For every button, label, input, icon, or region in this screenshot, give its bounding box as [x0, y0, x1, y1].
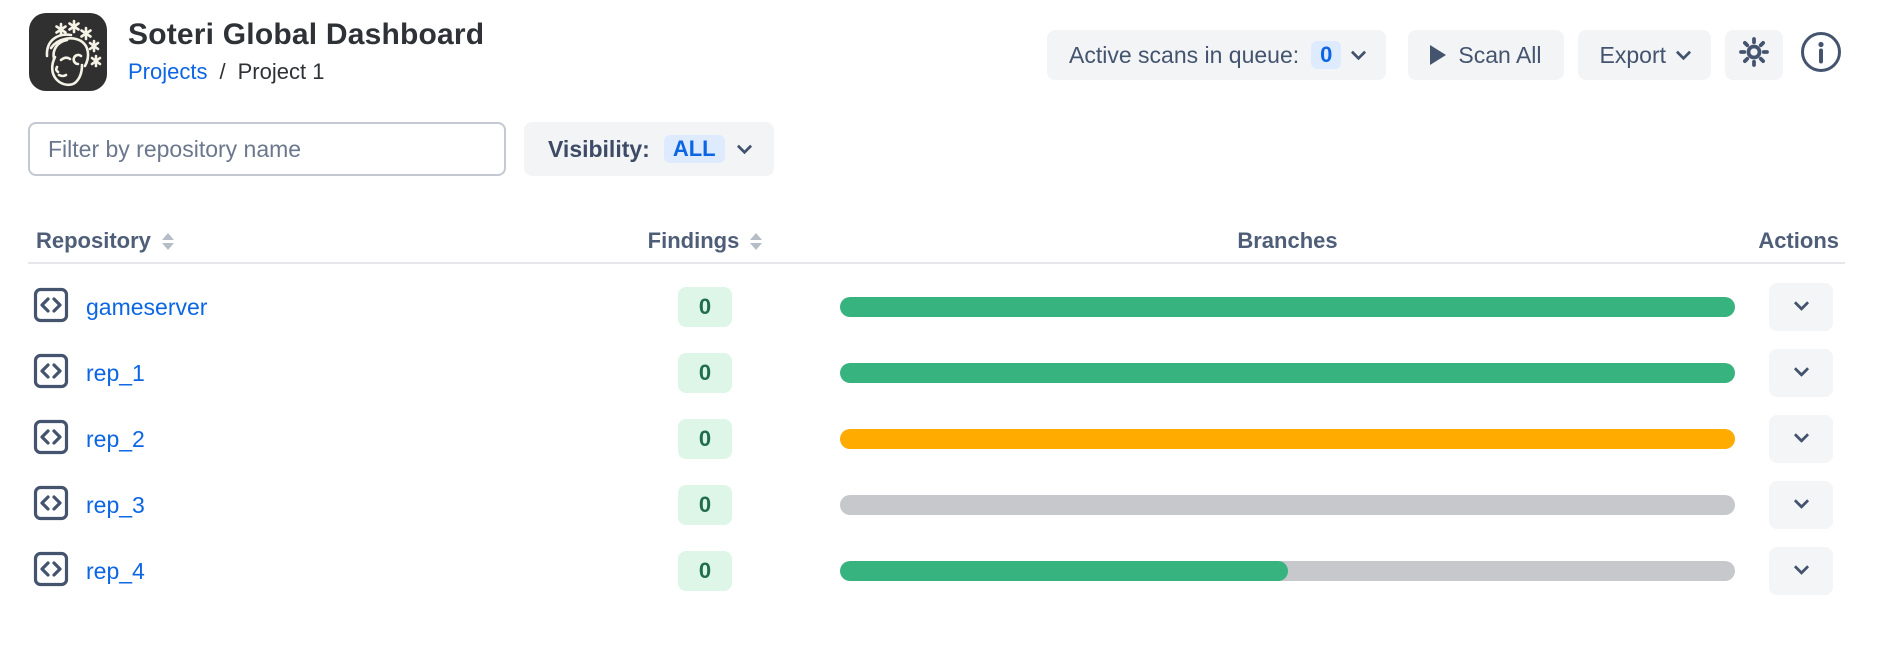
chevron-down-icon	[1793, 492, 1809, 509]
table-row: rep_2 0	[28, 406, 1845, 472]
breadcrumb: Projects / Project 1	[128, 59, 484, 85]
branch-progress-bar	[840, 363, 1735, 383]
visibility-value-badge: ALL	[663, 135, 725, 163]
breadcrumb-separator: /	[219, 59, 226, 84]
row-actions-button[interactable]	[1769, 415, 1833, 463]
column-header-branches: Branches	[1237, 228, 1338, 253]
info-icon	[1799, 30, 1843, 80]
repository-icon	[32, 418, 70, 461]
findings-badge: 0	[678, 419, 732, 459]
filter-row: Visibility: ALL	[28, 122, 1845, 176]
settings-button[interactable]	[1725, 30, 1783, 80]
export-label: Export	[1599, 41, 1666, 68]
info-button[interactable]	[1797, 30, 1845, 80]
page-title: Soteri Global Dashboard	[128, 18, 485, 51]
table-row: rep_4 0	[28, 538, 1845, 604]
branch-progress-bar	[840, 297, 1735, 317]
repository-link[interactable]: rep_3	[86, 491, 145, 518]
visibility-filter-button[interactable]: Visibility: ALL	[524, 122, 774, 176]
column-header-actions: Actions	[1758, 228, 1839, 253]
breadcrumb-projects-link[interactable]: Projects	[128, 59, 208, 84]
findings-badge: 0	[678, 485, 732, 525]
chevron-down-icon	[1351, 44, 1367, 60]
chevron-down-icon	[1793, 558, 1809, 575]
active-scans-label: Active scans in queue:	[1069, 41, 1300, 68]
title-block: Soteri Global Dashboard Projects / Proje…	[128, 12, 484, 85]
branch-progress-bar	[840, 495, 1735, 515]
row-actions-button[interactable]	[1769, 283, 1833, 331]
repository-link[interactable]: rep_1	[86, 359, 145, 386]
repository-icon	[32, 352, 70, 395]
repository-link[interactable]: rep_2	[86, 425, 145, 452]
findings-badge: 0	[678, 287, 732, 327]
breadcrumb-current: Project 1	[237, 59, 325, 84]
repository-link[interactable]: rep_4	[86, 557, 145, 584]
row-actions-button[interactable]	[1769, 547, 1833, 595]
scan-all-button[interactable]: Scan All	[1408, 30, 1564, 80]
play-icon	[1430, 45, 1447, 65]
repository-icon	[32, 484, 70, 527]
top-action-buttons: Active scans in queue: 0 Scan All Export	[1047, 30, 1845, 80]
brand-block: Soteri Global Dashboard Projects / Proje…	[28, 12, 484, 92]
soteri-logo-icon	[28, 12, 108, 92]
top-bar: Soteri Global Dashboard Projects / Proje…	[28, 12, 1845, 92]
repository-link[interactable]: gameserver	[86, 293, 208, 320]
gear-icon	[1739, 37, 1769, 73]
findings-badge: 0	[678, 551, 732, 591]
table-header: Repository Findings Branches Actions	[28, 220, 1845, 264]
table-row: gameserver 0	[28, 274, 1845, 340]
repository-filter-input[interactable]	[28, 122, 506, 176]
table-row: rep_3 0	[28, 472, 1845, 538]
export-button[interactable]: Export	[1577, 30, 1711, 80]
sort-icon[interactable]	[750, 232, 763, 250]
chevron-down-icon	[1793, 360, 1809, 377]
chevron-down-icon	[736, 138, 752, 154]
findings-badge: 0	[678, 353, 732, 393]
repository-table: Repository Findings Branches Actions	[28, 220, 1845, 604]
queue-count-badge: 0	[1311, 41, 1342, 69]
sort-icon[interactable]	[161, 232, 174, 250]
chevron-down-icon	[1793, 426, 1809, 443]
row-actions-button[interactable]	[1769, 349, 1833, 397]
repository-icon	[32, 550, 70, 593]
chevron-down-icon	[1793, 294, 1809, 311]
active-scans-queue-button[interactable]: Active scans in queue: 0	[1047, 30, 1387, 80]
repository-icon	[32, 286, 70, 329]
visibility-label: Visibility:	[548, 135, 650, 162]
table-row: rep_1 0	[28, 340, 1845, 406]
row-actions-button[interactable]	[1769, 481, 1833, 529]
column-header-repository: Repository	[28, 228, 640, 254]
table-body: gameserver 0 rep_1 0	[28, 264, 1845, 604]
column-header-findings: Findings	[640, 228, 770, 254]
branch-progress-bar	[840, 429, 1735, 449]
branch-progress-bar	[840, 561, 1735, 581]
scan-all-label: Scan All	[1458, 41, 1542, 68]
chevron-down-icon	[1675, 44, 1692, 60]
